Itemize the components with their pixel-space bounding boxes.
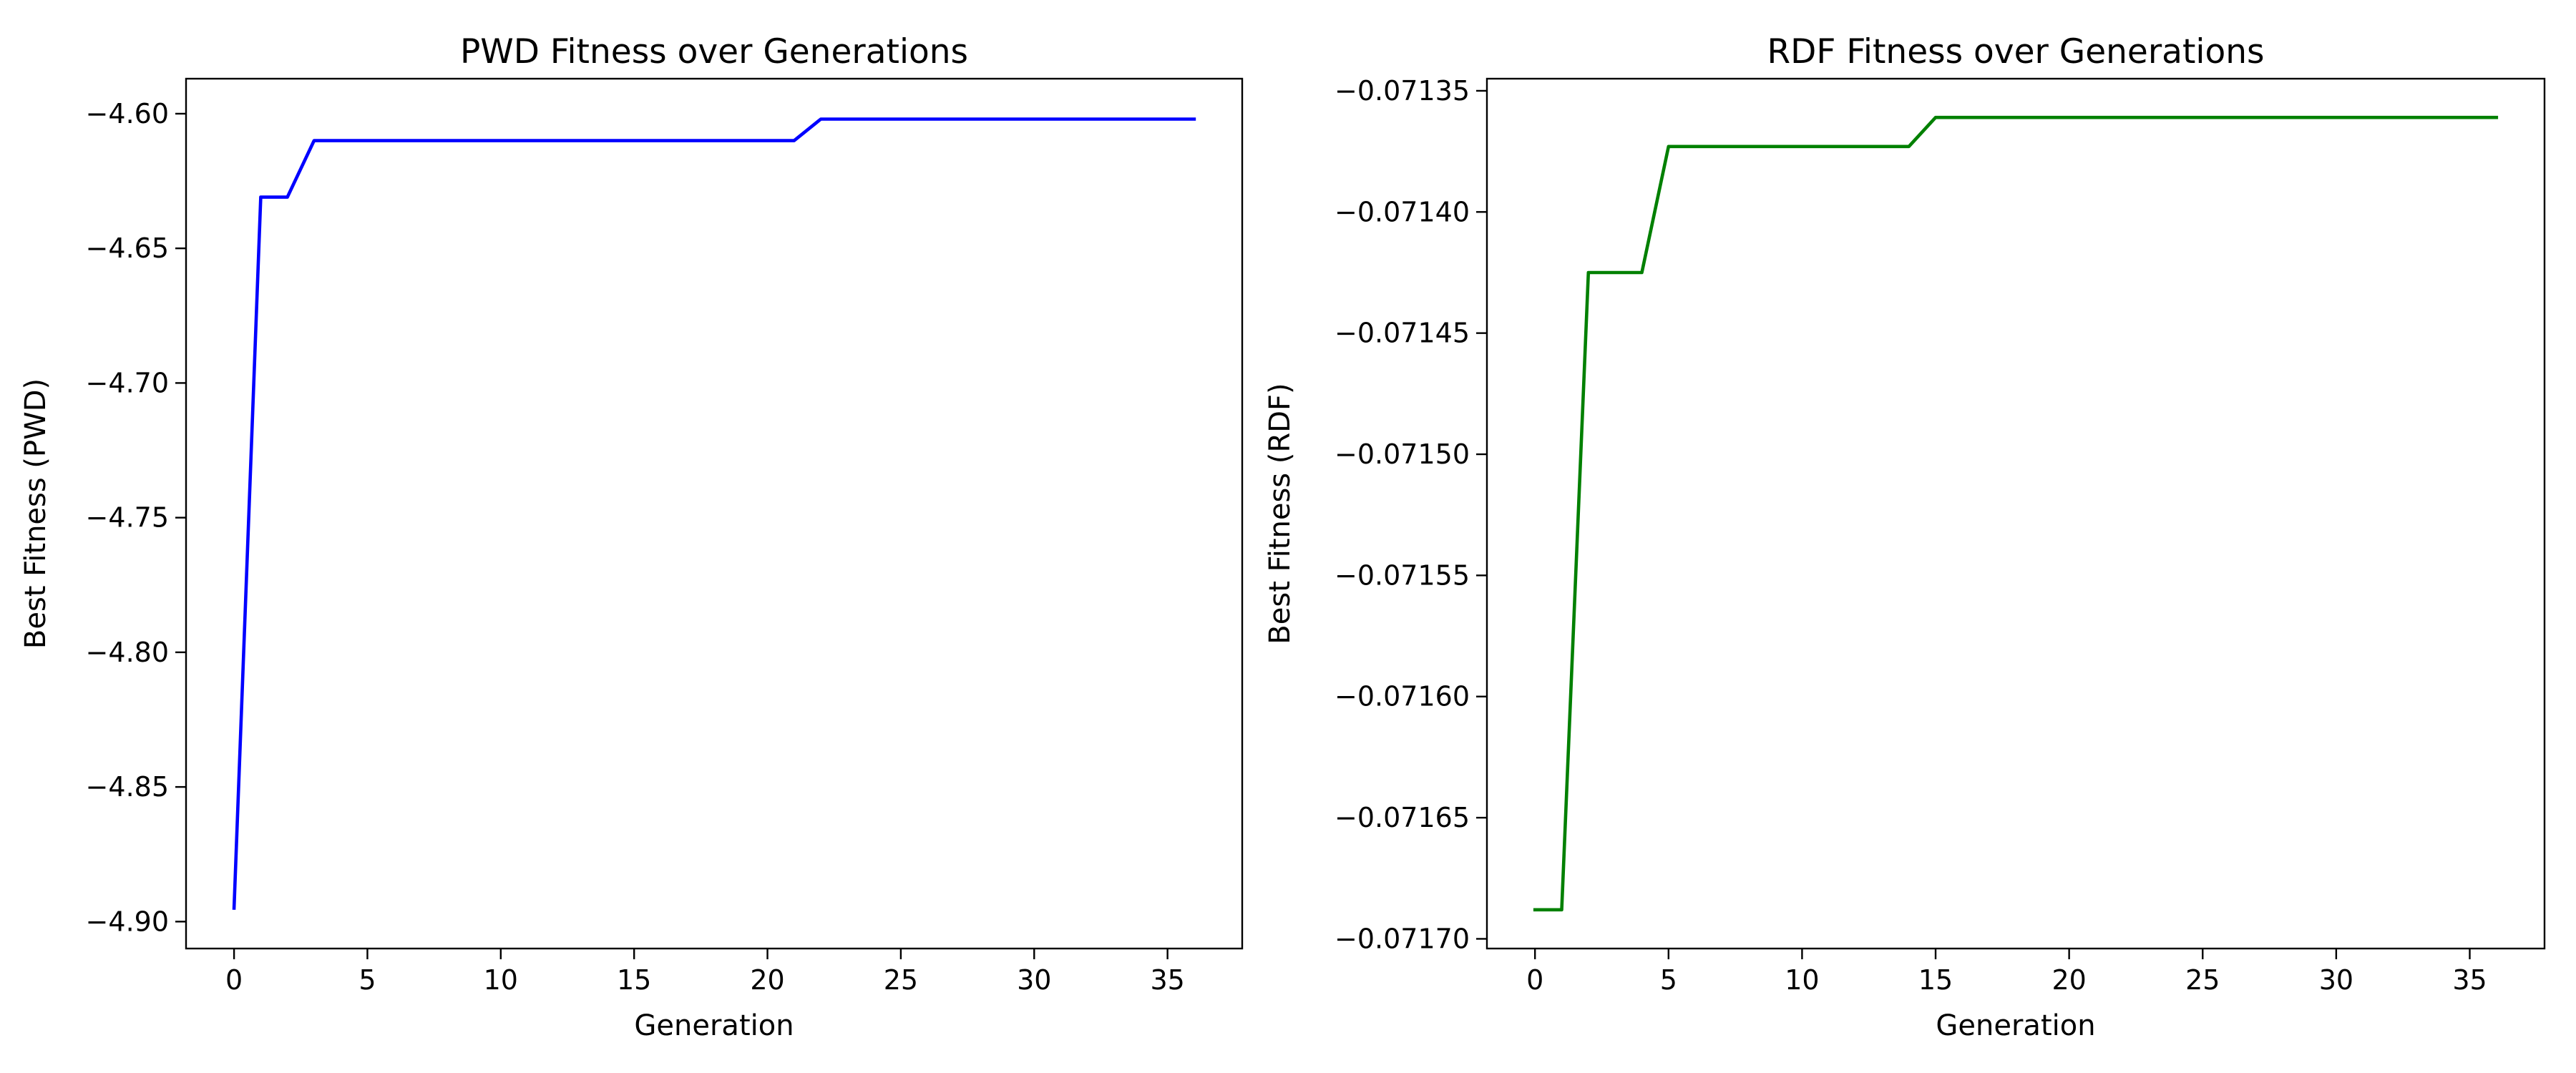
pwd-y-tick-label: −4.60 [86, 98, 169, 129]
rdf-y-tick-label: −0.07140 [1335, 196, 1470, 227]
pwd-y-tick-label: −4.75 [86, 502, 169, 534]
rdf-y-tick-label: −0.07165 [1335, 802, 1470, 833]
rdf-y-tick-label: −0.07170 [1335, 923, 1470, 954]
rdf-y-axis-label: Best Fitness (RDF) [1264, 383, 1297, 644]
rdf-chart: RDF Fitness over Generations 0 5 10 15 20 25 30… [1264, 32, 2546, 1042]
rdf-axes-frame [1485, 77, 2546, 950]
rdf-y-tick-label: −0.07155 [1335, 559, 1470, 591]
rdf-x-tick-label: 15 [1918, 964, 1953, 996]
pwd-x-tick-label: 15 [617, 964, 651, 996]
pwd-y-tick-label: −4.85 [86, 771, 169, 803]
pwd-x-tick-label: 0 [225, 964, 243, 996]
rdf-x-tick-label: 30 [2319, 964, 2353, 996]
pwd-axes-frame [185, 77, 1244, 950]
pwd-y-tick-label: −4.90 [86, 906, 169, 937]
rdf-series-line [1533, 115, 2499, 912]
pwd-x-tick-label: 5 [358, 964, 376, 996]
pwd-chart-title: PWD Fitness over Generations [460, 32, 968, 72]
pwd-x-tick-label: 35 [1150, 964, 1184, 996]
rdf-x-tick-label: 35 [2452, 964, 2487, 996]
rdf-x-tick-label: 20 [2051, 964, 2086, 996]
pwd-x-tick-label: 10 [484, 964, 518, 996]
pwd-x-tick-label: 25 [884, 964, 918, 996]
rdf-x-tick-label: 5 [1660, 964, 1677, 996]
pwd-chart: PWD Fitness over Generations 0 5 10 15 20 25 30… [19, 32, 1244, 1042]
rdf-y-tick-label: −0.07160 [1335, 681, 1470, 712]
pwd-y-tick-label: −4.80 [86, 637, 169, 668]
rdf-y-tick-label: −0.07135 [1335, 75, 1470, 107]
rdf-x-axis-label: Generation [1936, 1009, 2095, 1042]
rdf-x-tick-label: 0 [1526, 964, 1543, 996]
pwd-y-axis-label: Best Fitness (PWD) [19, 378, 52, 649]
pwd-x-tick-label: 30 [1017, 964, 1051, 996]
pwd-x-axis-label: Generation [634, 1009, 794, 1042]
rdf-x-tick-label: 25 [2185, 964, 2220, 996]
pwd-series-line [232, 117, 1196, 910]
rdf-y-tick-label: −0.07145 [1335, 318, 1470, 349]
rdf-x-tick-label: 10 [1785, 964, 1819, 996]
rdf-y-tick-label: −0.07150 [1335, 438, 1470, 470]
pwd-y-tick-label: −4.70 [86, 367, 169, 398]
pwd-y-tick-label: −4.65 [86, 232, 169, 264]
rdf-chart-title: RDF Fitness over Generations [1767, 32, 2265, 72]
pwd-x-tick-label: 20 [750, 964, 784, 996]
